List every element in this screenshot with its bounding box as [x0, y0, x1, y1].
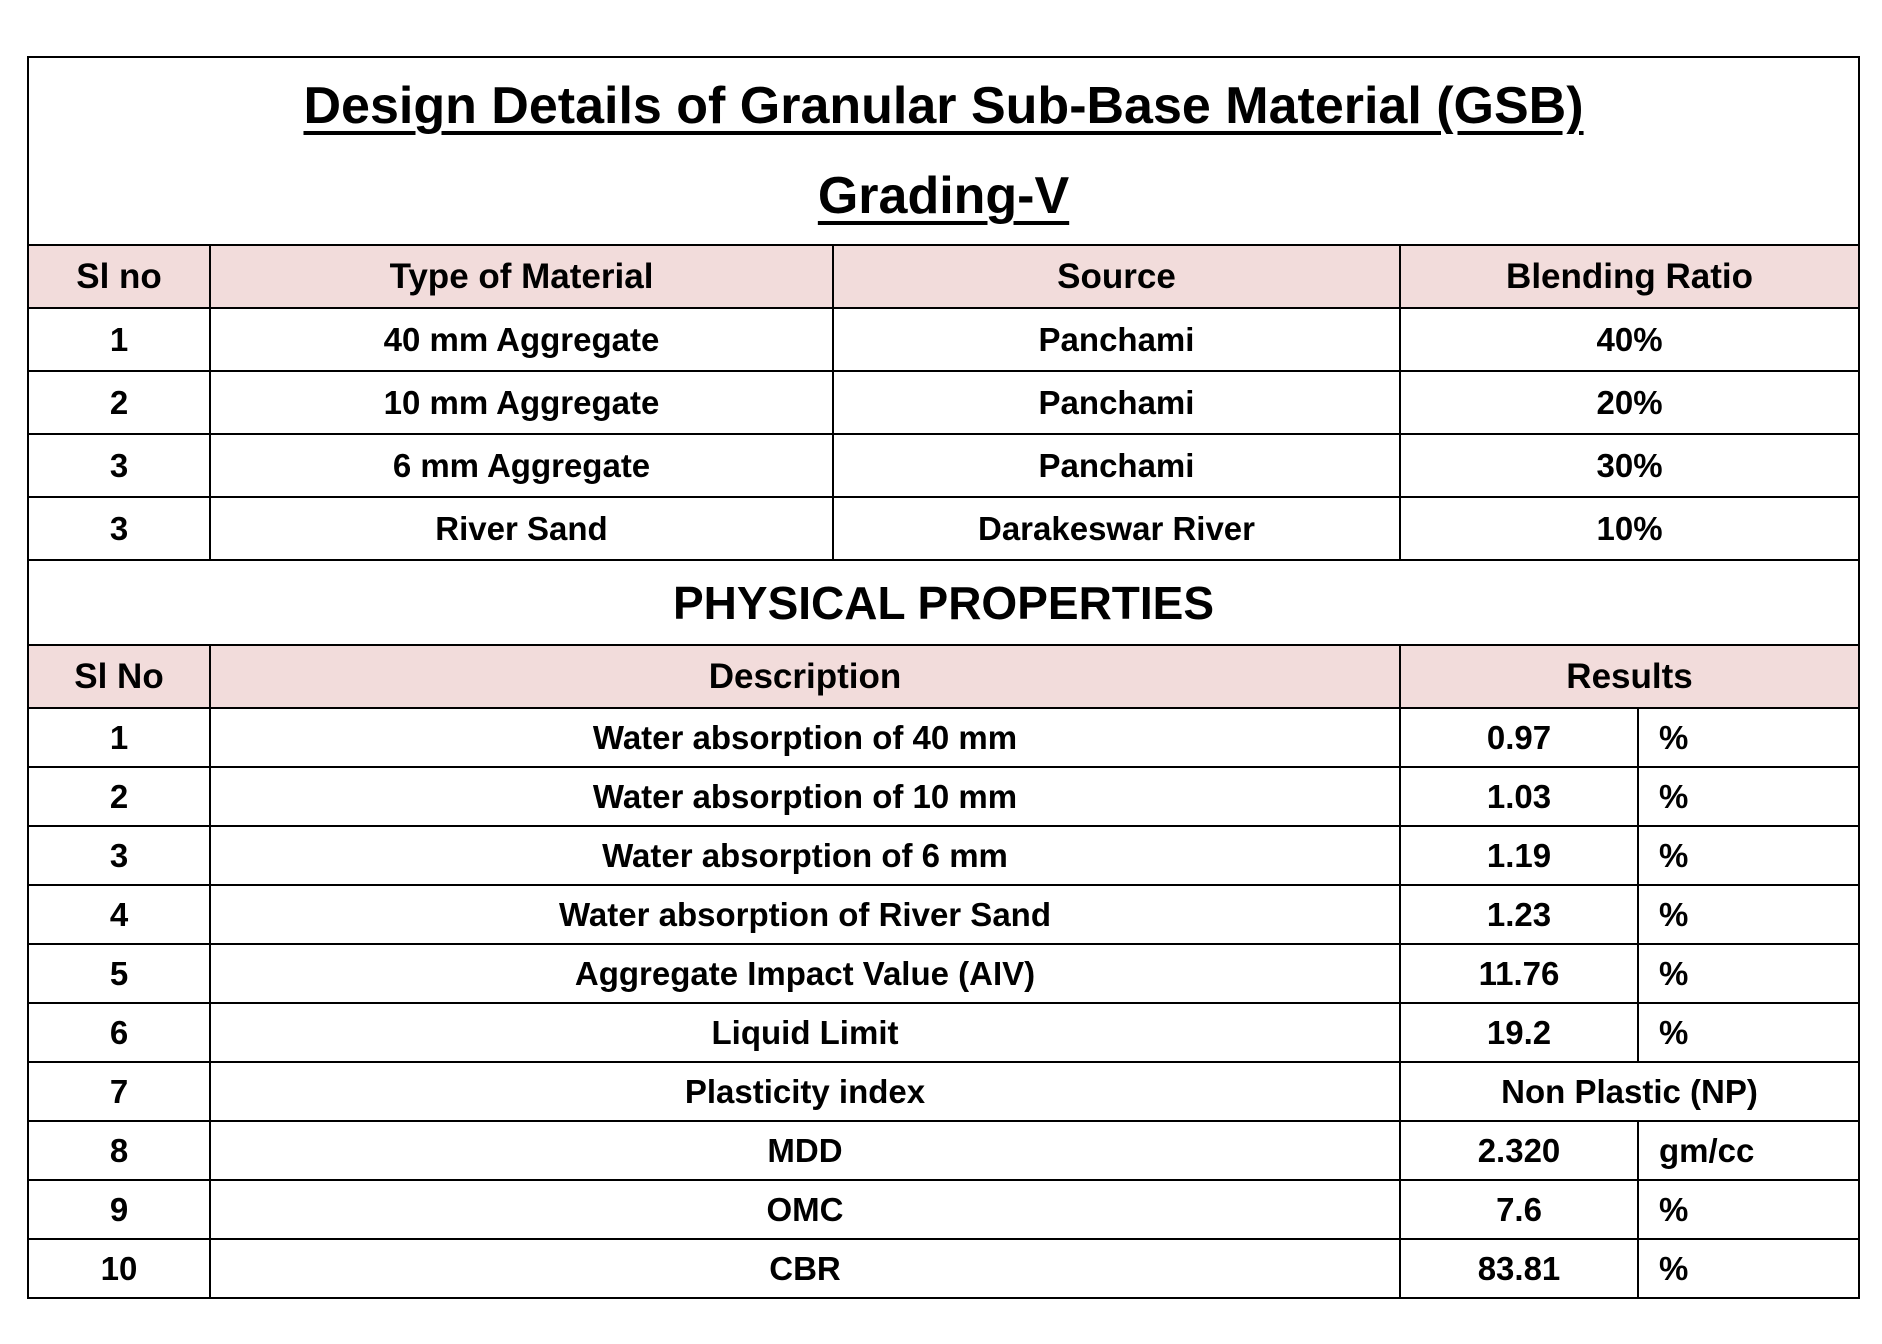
property-row: 5 Aggregate Impact Value (AIV) 11.76%: [27, 943, 1861, 1004]
blending-ratio-cell: 40%: [1398, 307, 1861, 372]
sl-no-cell: 5: [27, 943, 211, 1004]
physical-properties-heading-row: PHYSICAL PROPERTIES: [26, 559, 1861, 646]
property-row: 1 Water absorption of 40 mm 0.97%: [27, 707, 1861, 768]
page-title: Design Details of Granular Sub-Base Mate…: [303, 77, 1584, 135]
result-unit-cell: %: [1636, 707, 1861, 768]
header-blending-ratio: Blending Ratio: [1398, 244, 1861, 309]
blending-ratio-cell: 30%: [1398, 433, 1861, 498]
sl-no-cell: 4: [27, 884, 211, 945]
source-cell: Panchami: [832, 433, 1401, 498]
property-row: 7 Plasticity index Non Plastic (NP): [27, 1061, 1861, 1122]
property-row: 6 Liquid Limit 19.2%: [27, 1002, 1861, 1063]
result-value-cell: 0.97: [1399, 707, 1639, 768]
description-cell: Aggregate Impact Value (AIV): [209, 943, 1401, 1004]
property-row: 2 Water absorption of 10 mm 1.03%: [27, 766, 1861, 827]
result-value-cell: 1.03: [1399, 766, 1639, 827]
physical-header-row: Sl No Description Results: [27, 644, 1861, 709]
sl-no-cell: 8: [27, 1120, 211, 1181]
result-unit-cell: %: [1636, 766, 1861, 827]
material-cell: 10 mm Aggregate: [209, 370, 834, 435]
result-value-cell: 2.320: [1399, 1120, 1639, 1181]
property-row: 3 Water absorption of 6 mm 1.19%: [27, 825, 1861, 886]
sl-no-cell: 1: [27, 307, 211, 372]
blend-header-row: Sl no Type of Material Source Blending R…: [27, 244, 1861, 309]
result-unit-cell: %: [1636, 825, 1861, 886]
blend-row: 1 40 mm Aggregate Panchami 40%: [27, 307, 1861, 372]
title-cell: Design Details of Granular Sub-Base Mate…: [26, 56, 1861, 246]
sl-no-cell: 10: [27, 1238, 211, 1299]
gsb-design-table: Design Details of Granular Sub-Base Mate…: [26, 56, 1861, 1299]
physical-properties-heading: PHYSICAL PROPERTIES: [26, 559, 1861, 646]
material-cell: 6 mm Aggregate: [209, 433, 834, 498]
sl-no-cell: 9: [27, 1179, 211, 1240]
sl-no-cell: 3: [27, 496, 211, 561]
result-value-cell: 19.2: [1399, 1002, 1639, 1063]
description-cell: Plasticity index: [209, 1061, 1401, 1122]
material-cell: 40 mm Aggregate: [209, 307, 834, 372]
result-value-cell: 1.19: [1399, 825, 1639, 886]
property-row: 8 MDD 2.320 gm/cc: [27, 1120, 1861, 1181]
description-cell: CBR: [209, 1238, 1401, 1299]
property-row: 10 CBR 83.81%: [27, 1238, 1861, 1299]
result-unit-cell: %: [1636, 884, 1861, 945]
blend-row: 3 River Sand Darakeswar River 10%: [27, 496, 1861, 561]
source-cell: Darakeswar River: [832, 496, 1401, 561]
description-cell: Water absorption of 10 mm: [209, 766, 1401, 827]
property-row: 9 OMC 7.6%: [27, 1179, 1861, 1240]
sl-no-cell: 3: [27, 433, 211, 498]
header-type-of-material: Type of Material: [209, 244, 834, 309]
result-value-cell: Non Plastic (NP): [1398, 1061, 1861, 1122]
result-unit-cell: %: [1636, 943, 1861, 1004]
blending-ratio-cell: 20%: [1398, 370, 1861, 435]
blending-ratio-cell: 10%: [1398, 496, 1861, 561]
result-unit-cell: gm/cc: [1636, 1120, 1861, 1181]
source-cell: Panchami: [832, 370, 1401, 435]
result-value-cell: 7.6: [1399, 1179, 1639, 1240]
sl-no-cell: 3: [27, 825, 211, 886]
blend-row: 2 10 mm Aggregate Panchami 20%: [27, 370, 1861, 435]
sl-no-cell: 2: [27, 766, 211, 827]
description-cell: Water absorption of 6 mm: [209, 825, 1401, 886]
source-cell: Panchami: [832, 307, 1401, 372]
material-cell: River Sand: [209, 496, 834, 561]
header-results: Results: [1398, 644, 1861, 709]
description-cell: Water absorption of 40 mm: [209, 707, 1401, 768]
page-subtitle: Grading-V: [817, 167, 1070, 225]
sl-no-cell: 6: [27, 1002, 211, 1063]
sl-no-cell: 2: [27, 370, 211, 435]
header-description: Description: [209, 644, 1401, 709]
description-cell: Water absorption of River Sand: [209, 884, 1401, 945]
header-sl-no: Sl No: [27, 644, 211, 709]
result-value-cell: 11.76: [1399, 943, 1639, 1004]
header-source: Source: [832, 244, 1401, 309]
header-sl-no: Sl no: [27, 244, 211, 309]
description-cell: MDD: [209, 1120, 1401, 1181]
result-value-cell: 83.81: [1399, 1238, 1639, 1299]
result-value-cell: 1.23: [1399, 884, 1639, 945]
description-cell: OMC: [209, 1179, 1401, 1240]
result-unit-cell: %: [1636, 1238, 1861, 1299]
sl-no-cell: 7: [27, 1061, 211, 1122]
result-unit-cell: %: [1636, 1002, 1861, 1063]
property-row: 4 Water absorption of River Sand 1.23%: [27, 884, 1861, 945]
description-cell: Liquid Limit: [209, 1002, 1401, 1063]
result-unit-cell: %: [1636, 1179, 1861, 1240]
sl-no-cell: 1: [27, 707, 211, 768]
